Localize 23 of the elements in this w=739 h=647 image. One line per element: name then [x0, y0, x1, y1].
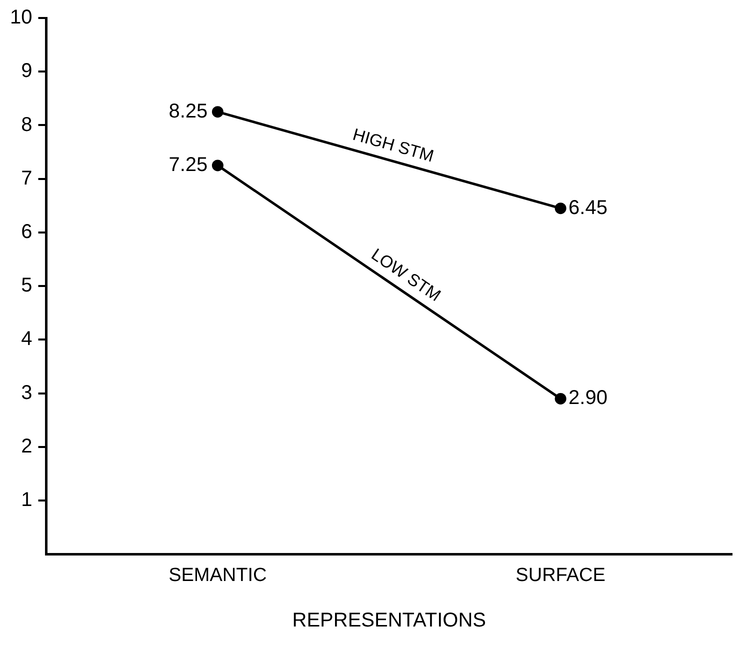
point	[212, 106, 224, 118]
data-label: 8.25	[168, 100, 208, 122]
y-tick-label: 10	[10, 6, 32, 29]
y-tick-label: 6	[21, 220, 32, 243]
y-tick-label: 8	[21, 114, 32, 136]
y-tick-label: 5	[21, 274, 32, 297]
text: LOW STM	[368, 244, 444, 306]
y-tick-label: 4	[21, 328, 32, 350]
y-tick-label: 3	[21, 382, 32, 404]
y-tick-label: 2	[21, 435, 32, 458]
y-tick-label: 1	[21, 489, 32, 512]
data-label: 2.90	[568, 387, 608, 410]
y-tick-label: 9	[21, 60, 32, 82]
point	[554, 392, 566, 404]
data-label: 6.45	[568, 196, 608, 219]
point	[212, 160, 224, 172]
y-tick-label: 7	[21, 167, 32, 190]
text: HIGH STM	[350, 124, 436, 166]
data-label: 7.25	[168, 154, 208, 176]
x-tick-label: SURFACE	[516, 564, 606, 586]
point	[554, 202, 566, 214]
x-axis-title: REPRESENTATIONS	[292, 610, 486, 632]
x-tick-label: SEMANTIC	[168, 564, 267, 586]
